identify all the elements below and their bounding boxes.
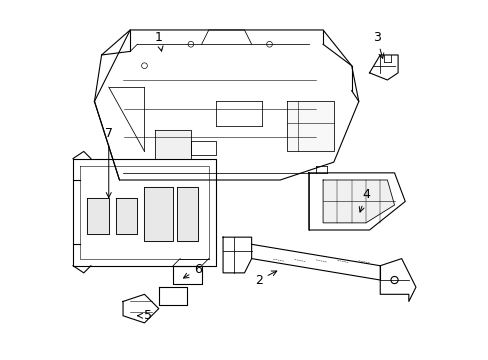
Text: 2: 2 <box>254 271 276 287</box>
Polygon shape <box>87 198 108 234</box>
Text: 4: 4 <box>359 188 369 212</box>
Polygon shape <box>223 237 251 273</box>
Polygon shape <box>323 180 394 223</box>
Polygon shape <box>287 102 333 152</box>
Polygon shape <box>176 187 198 241</box>
Text: 5: 5 <box>137 309 152 322</box>
Polygon shape <box>144 187 173 241</box>
Text: 3: 3 <box>372 31 383 58</box>
Polygon shape <box>123 294 159 323</box>
Polygon shape <box>369 55 397 80</box>
Polygon shape <box>73 158 216 266</box>
Polygon shape <box>94 30 358 180</box>
Text: 6: 6 <box>183 263 202 278</box>
Text: 7: 7 <box>104 127 113 198</box>
Text: 1: 1 <box>155 31 163 51</box>
Polygon shape <box>116 198 137 234</box>
Polygon shape <box>173 266 201 284</box>
Polygon shape <box>155 130 190 158</box>
Polygon shape <box>308 173 405 230</box>
Polygon shape <box>380 258 415 301</box>
Polygon shape <box>159 287 187 305</box>
